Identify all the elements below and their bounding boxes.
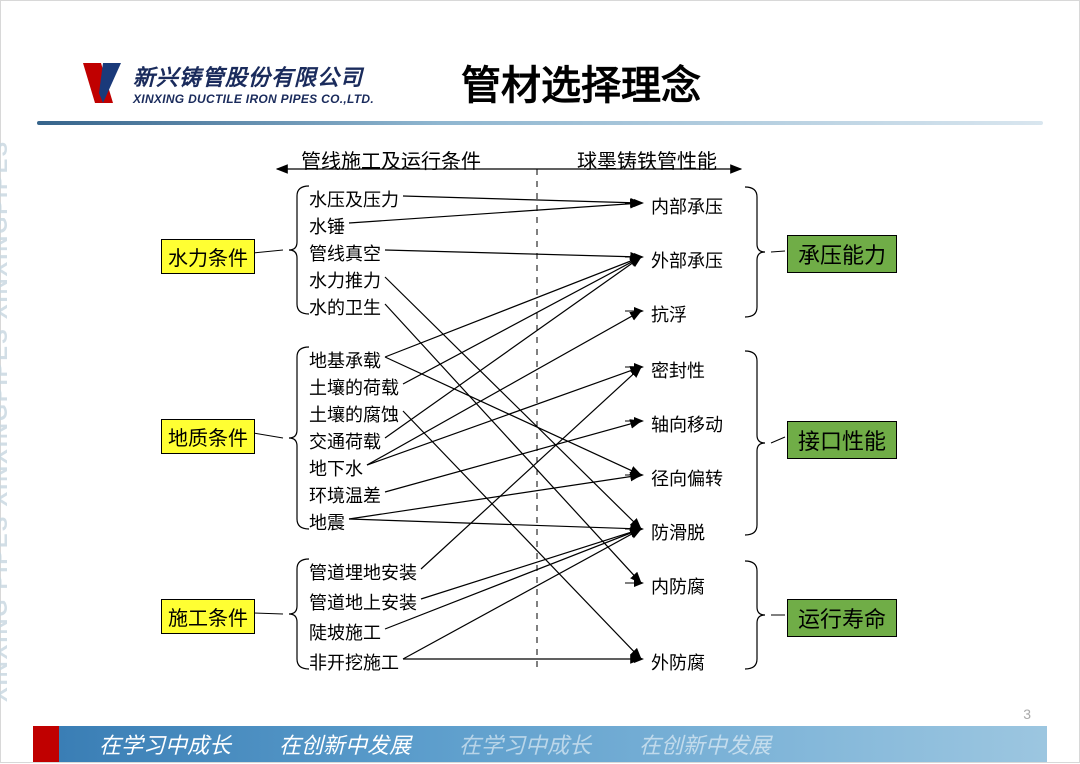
right-item-buoyancy: 抗浮: [651, 301, 687, 327]
right-item-sealing: 密封性: [651, 357, 705, 383]
right-item-antislip: 防滑脱: [651, 519, 705, 545]
footer-phrase: 在创新中发展: [279, 728, 411, 760]
left-item-pressure: 水压及压力: [309, 186, 399, 212]
left-item-hammer: 水锤: [309, 213, 345, 239]
page-number: 3: [1023, 706, 1031, 722]
left-item-traffic: 交通荷载: [309, 428, 381, 454]
column-header-left: 管线施工及运行条件: [301, 145, 481, 174]
company-text: 新兴铸管股份有限公司 XINXING DUCTILE IRON PIPES CO…: [133, 60, 374, 106]
footer-blue-band: 在学习中成长 在创新中发展 在学习中成长 在创新中发展: [59, 726, 1047, 762]
right-item-int_press: 内部承压: [651, 193, 723, 219]
right-item-axial: 轴向移动: [651, 411, 723, 437]
left-category-hydraulic: 水力条件: [161, 239, 255, 274]
footer-red-block: [33, 726, 59, 762]
column-header-right: 球墨铸铁管性能: [577, 145, 717, 174]
left-item-tempdiff: 环境温差: [309, 482, 381, 508]
left-item-earthquake: 地震: [309, 509, 345, 535]
right-item-ext_press: 外部承压: [651, 247, 723, 273]
left-item-above: 管道地上安装: [309, 589, 417, 615]
right-item-ext_corr: 外防腐: [651, 649, 705, 675]
left-item-groundwater: 地下水: [309, 455, 363, 481]
diagram-lines: [1, 1, 1080, 764]
watermark-text: XINXING PIPES XINXINGPIPES XINXINGPIPES: [0, 140, 13, 702]
footer-band: 在学习中成长 在创新中发展 在学习中成长 在创新中发展: [1, 726, 1079, 762]
left-item-slope: 陡坡施工: [309, 619, 381, 645]
company-logo: [81, 59, 123, 107]
left-item-sanitation: 水的卫生: [309, 294, 381, 320]
right-category-service_life: 运行寿命: [787, 599, 897, 637]
right-category-pressure_cap: 承压能力: [787, 235, 897, 273]
footer-phrase: 在学习中成长: [459, 728, 591, 760]
company-name-cn: 新兴铸管股份有限公司: [133, 60, 374, 92]
left-category-geological: 地质条件: [161, 419, 255, 454]
left-item-soilload: 土壤的荷载: [309, 374, 399, 400]
page-title: 管材选择理念: [461, 53, 701, 111]
left-item-buried: 管道埋地安装: [309, 559, 417, 585]
header-divider: [37, 121, 1043, 125]
left-item-foundation: 地基承载: [309, 347, 381, 373]
footer-phrase: 在创新中发展: [639, 728, 771, 760]
slide: 新兴铸管股份有限公司 XINXING DUCTILE IRON PIPES CO…: [0, 0, 1080, 763]
right-category-joint_perf: 接口性能: [787, 421, 897, 459]
right-item-int_corr: 内防腐: [651, 573, 705, 599]
left-item-soilcorr: 土壤的腐蚀: [309, 401, 399, 427]
left-item-trenchless: 非开挖施工: [309, 649, 399, 675]
left-item-thrust: 水力推力: [309, 267, 381, 293]
footer-phrase: 在学习中成长: [99, 728, 231, 760]
left-item-vacuum: 管线真空: [309, 240, 381, 266]
right-item-radial: 径向偏转: [651, 465, 723, 491]
company-name-en: XINXING DUCTILE IRON PIPES CO.,LTD.: [133, 92, 374, 106]
company-header: 新兴铸管股份有限公司 XINXING DUCTILE IRON PIPES CO…: [81, 59, 374, 107]
left-category-construction: 施工条件: [161, 599, 255, 634]
